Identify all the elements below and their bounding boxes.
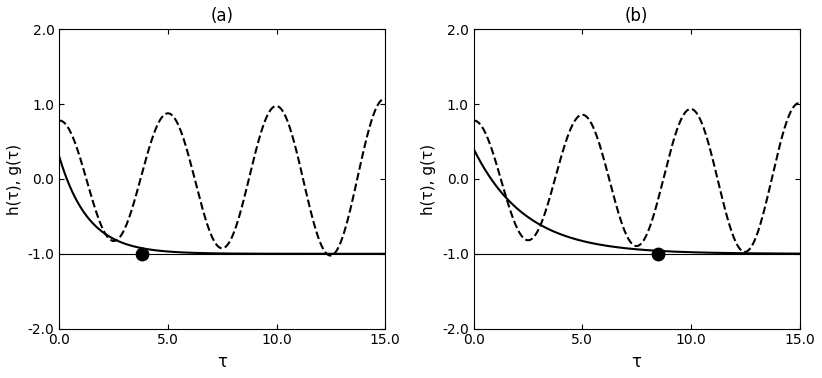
Title: (b): (b) <box>625 7 649 25</box>
Point <box>136 251 149 257</box>
X-axis label: τ: τ <box>631 353 642 371</box>
Y-axis label: h(τ), g(τ): h(τ), g(τ) <box>422 143 436 215</box>
X-axis label: τ: τ <box>217 353 227 371</box>
Y-axis label: h(τ), g(τ): h(τ), g(τ) <box>7 143 22 215</box>
Title: (a): (a) <box>210 7 233 25</box>
Point <box>652 251 665 257</box>
